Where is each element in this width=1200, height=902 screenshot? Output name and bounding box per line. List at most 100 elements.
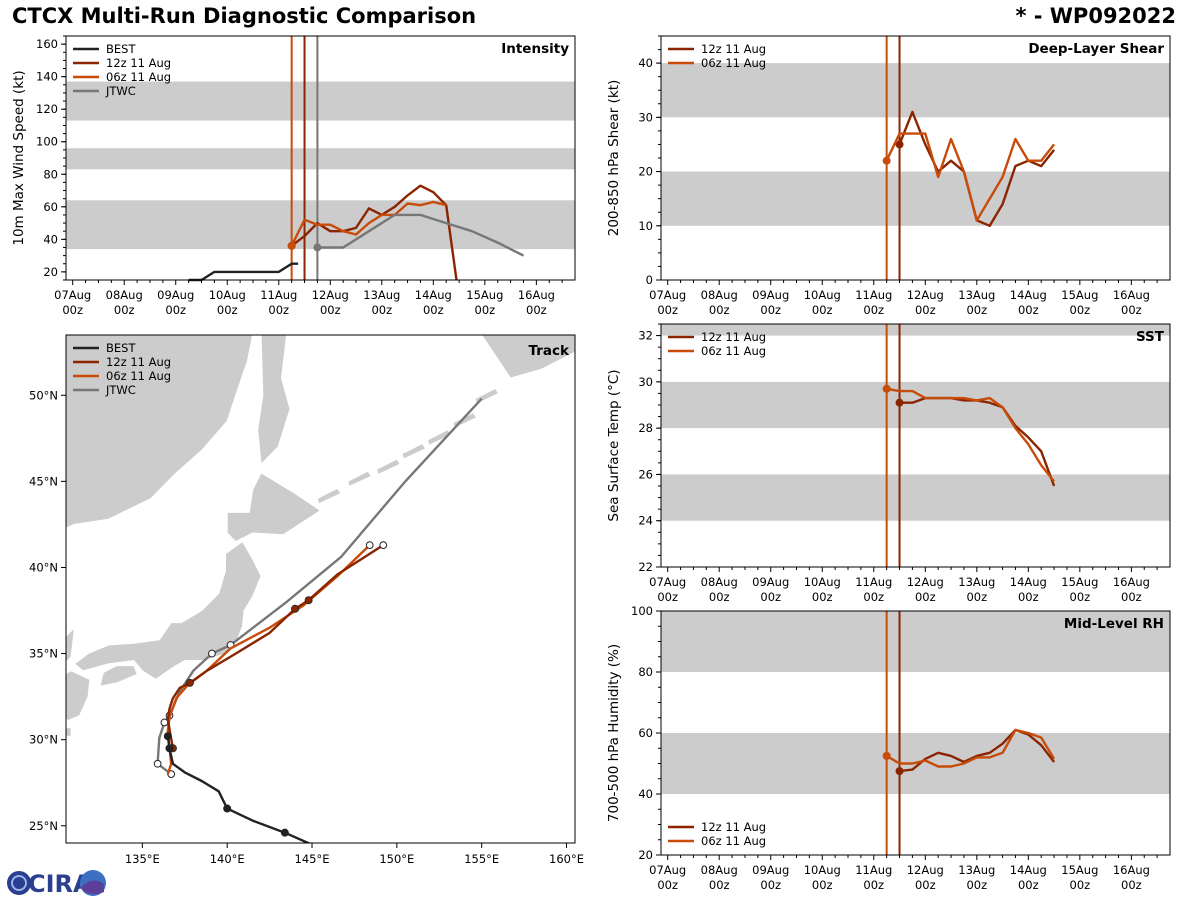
track-point-open <box>154 760 161 767</box>
x-tick-label: 11Aug <box>260 288 297 302</box>
legend-label: JTWC <box>105 84 136 98</box>
x-tick-sublabel: 00z <box>915 303 936 317</box>
panel-title: SST <box>1136 329 1165 345</box>
x-tick-label: 14Aug <box>1010 575 1047 589</box>
panel-shear: 01020304007Aug00z08Aug00z09Aug00z10Aug00… <box>606 36 1170 317</box>
y-tick-label: 20 <box>43 265 58 279</box>
y-tick-label: 20 <box>638 165 653 179</box>
x-tick-sublabel: 00z <box>863 590 884 604</box>
y-tick-label: 40 <box>638 787 653 801</box>
x-tick-sublabel: 00z <box>709 878 730 892</box>
x-tick-sublabel: 00z <box>526 303 547 317</box>
x-tick-sublabel: 00z <box>320 303 341 317</box>
x-tick-label: 08Aug <box>701 288 738 302</box>
y-tick-label: 32 <box>638 329 653 343</box>
x-tick-sublabel: 00z <box>62 303 83 317</box>
x-tick-label: 160°E <box>549 852 584 866</box>
y-axis-label: Sea Surface Temp (°C) <box>606 369 622 521</box>
x-tick-label: 08Aug <box>701 863 738 877</box>
x-tick-label: 12Aug <box>907 575 944 589</box>
x-tick-label: 12Aug <box>907 863 944 877</box>
kyushu <box>52 671 89 721</box>
x-tick-sublabel: 00z <box>812 590 833 604</box>
x-tick-sublabel: 00z <box>966 878 987 892</box>
data-point <box>896 767 904 775</box>
x-tick-sublabel: 00z <box>966 590 987 604</box>
x-tick-sublabel: 00z <box>915 878 936 892</box>
x-tick-label: 16Aug <box>1113 575 1150 589</box>
y-axis-label: 200-850 hPa Shear (kt) <box>606 80 622 237</box>
x-tick-sublabel: 00z <box>1070 878 1091 892</box>
threshold-band <box>661 474 1170 520</box>
y-tick-label: 50°N <box>29 388 58 402</box>
track-point <box>166 745 173 752</box>
x-tick-label: 10Aug <box>804 288 841 302</box>
x-tick-label: 10Aug <box>804 575 841 589</box>
x-tick-sublabel: 00z <box>1018 303 1039 317</box>
track-point <box>305 597 312 604</box>
legend-label: 06z 11 Aug <box>701 344 766 358</box>
x-tick-sublabel: 00z <box>1121 878 1142 892</box>
track-line-jtwc <box>158 399 482 774</box>
x-tick-sublabel: 00z <box>1018 878 1039 892</box>
kuril-island <box>317 488 341 504</box>
x-tick-sublabel: 00z <box>217 303 238 317</box>
panel-sst: 22242628303207Aug00z08Aug00z09Aug00z10Au… <box>606 324 1170 604</box>
y-tick-label: 20 <box>638 848 653 862</box>
y-tick-label: 24 <box>638 514 653 528</box>
legend-label: JTWC <box>105 383 136 397</box>
x-tick-sublabel: 00z <box>114 303 135 317</box>
y-tick-label: 40 <box>43 232 58 246</box>
x-tick-label: 15Aug <box>1061 288 1098 302</box>
x-tick-sublabel: 00z <box>657 590 678 604</box>
x-tick-sublabel: 00z <box>709 303 730 317</box>
y-tick-label: 80 <box>43 167 58 181</box>
x-tick-label: 07Aug <box>649 863 686 877</box>
y-tick-label: 40 <box>638 56 653 70</box>
data-point <box>883 157 891 165</box>
legend-label: 06z 11 Aug <box>701 56 766 70</box>
track-point <box>186 679 193 686</box>
legend-label: BEST <box>106 42 136 56</box>
panel-intensity: 2040608010012014016007Aug00z08Aug00z09Au… <box>11 36 575 317</box>
x-tick-label: 145°E <box>295 852 330 866</box>
x-tick-label: 09Aug <box>157 288 194 302</box>
kuril-island <box>402 444 426 460</box>
y-tick-label: 0 <box>646 273 653 287</box>
x-tick-label: 11Aug <box>855 288 892 302</box>
x-tick-sublabel: 00z <box>709 590 730 604</box>
kuril-island <box>348 471 372 487</box>
x-tick-label: 09Aug <box>752 863 789 877</box>
legend-label: 12z 11 Aug <box>701 330 766 344</box>
sakhalin <box>258 335 290 464</box>
y-tick-label: 80 <box>638 665 653 679</box>
axes-frame <box>661 324 1170 567</box>
y-tick-label: 160 <box>36 37 58 51</box>
x-tick-label: 08Aug <box>701 575 738 589</box>
track-point-open <box>366 542 373 549</box>
x-tick-label: 13Aug <box>958 863 995 877</box>
y-tick-label: 60 <box>638 726 653 740</box>
x-tick-label: 08Aug <box>106 288 143 302</box>
x-tick-label: 10Aug <box>209 288 246 302</box>
panel-rh: 2040608010007Aug00z08Aug00z09Aug00z10Aug… <box>606 604 1170 892</box>
threshold-band <box>661 63 1170 117</box>
x-tick-label: 12Aug <box>907 288 944 302</box>
y-tick-label: 10 <box>638 219 653 233</box>
data-point <box>896 399 904 407</box>
x-tick-sublabel: 00z <box>1070 303 1091 317</box>
track-point <box>224 805 231 812</box>
island <box>46 762 56 771</box>
legend-label: 06z 11 Aug <box>701 834 766 848</box>
y-tick-label: 28 <box>638 421 653 435</box>
legend-label: BEST <box>106 341 136 355</box>
x-tick-sublabel: 00z <box>1070 590 1091 604</box>
x-tick-sublabel: 00z <box>812 303 833 317</box>
legend-label: 12z 11 Aug <box>701 820 766 834</box>
x-tick-sublabel: 00z <box>657 303 678 317</box>
threshold-band <box>66 82 575 121</box>
y-tick-label: 30°N <box>29 733 58 747</box>
x-tick-label: 13Aug <box>958 288 995 302</box>
honshu <box>75 542 262 680</box>
